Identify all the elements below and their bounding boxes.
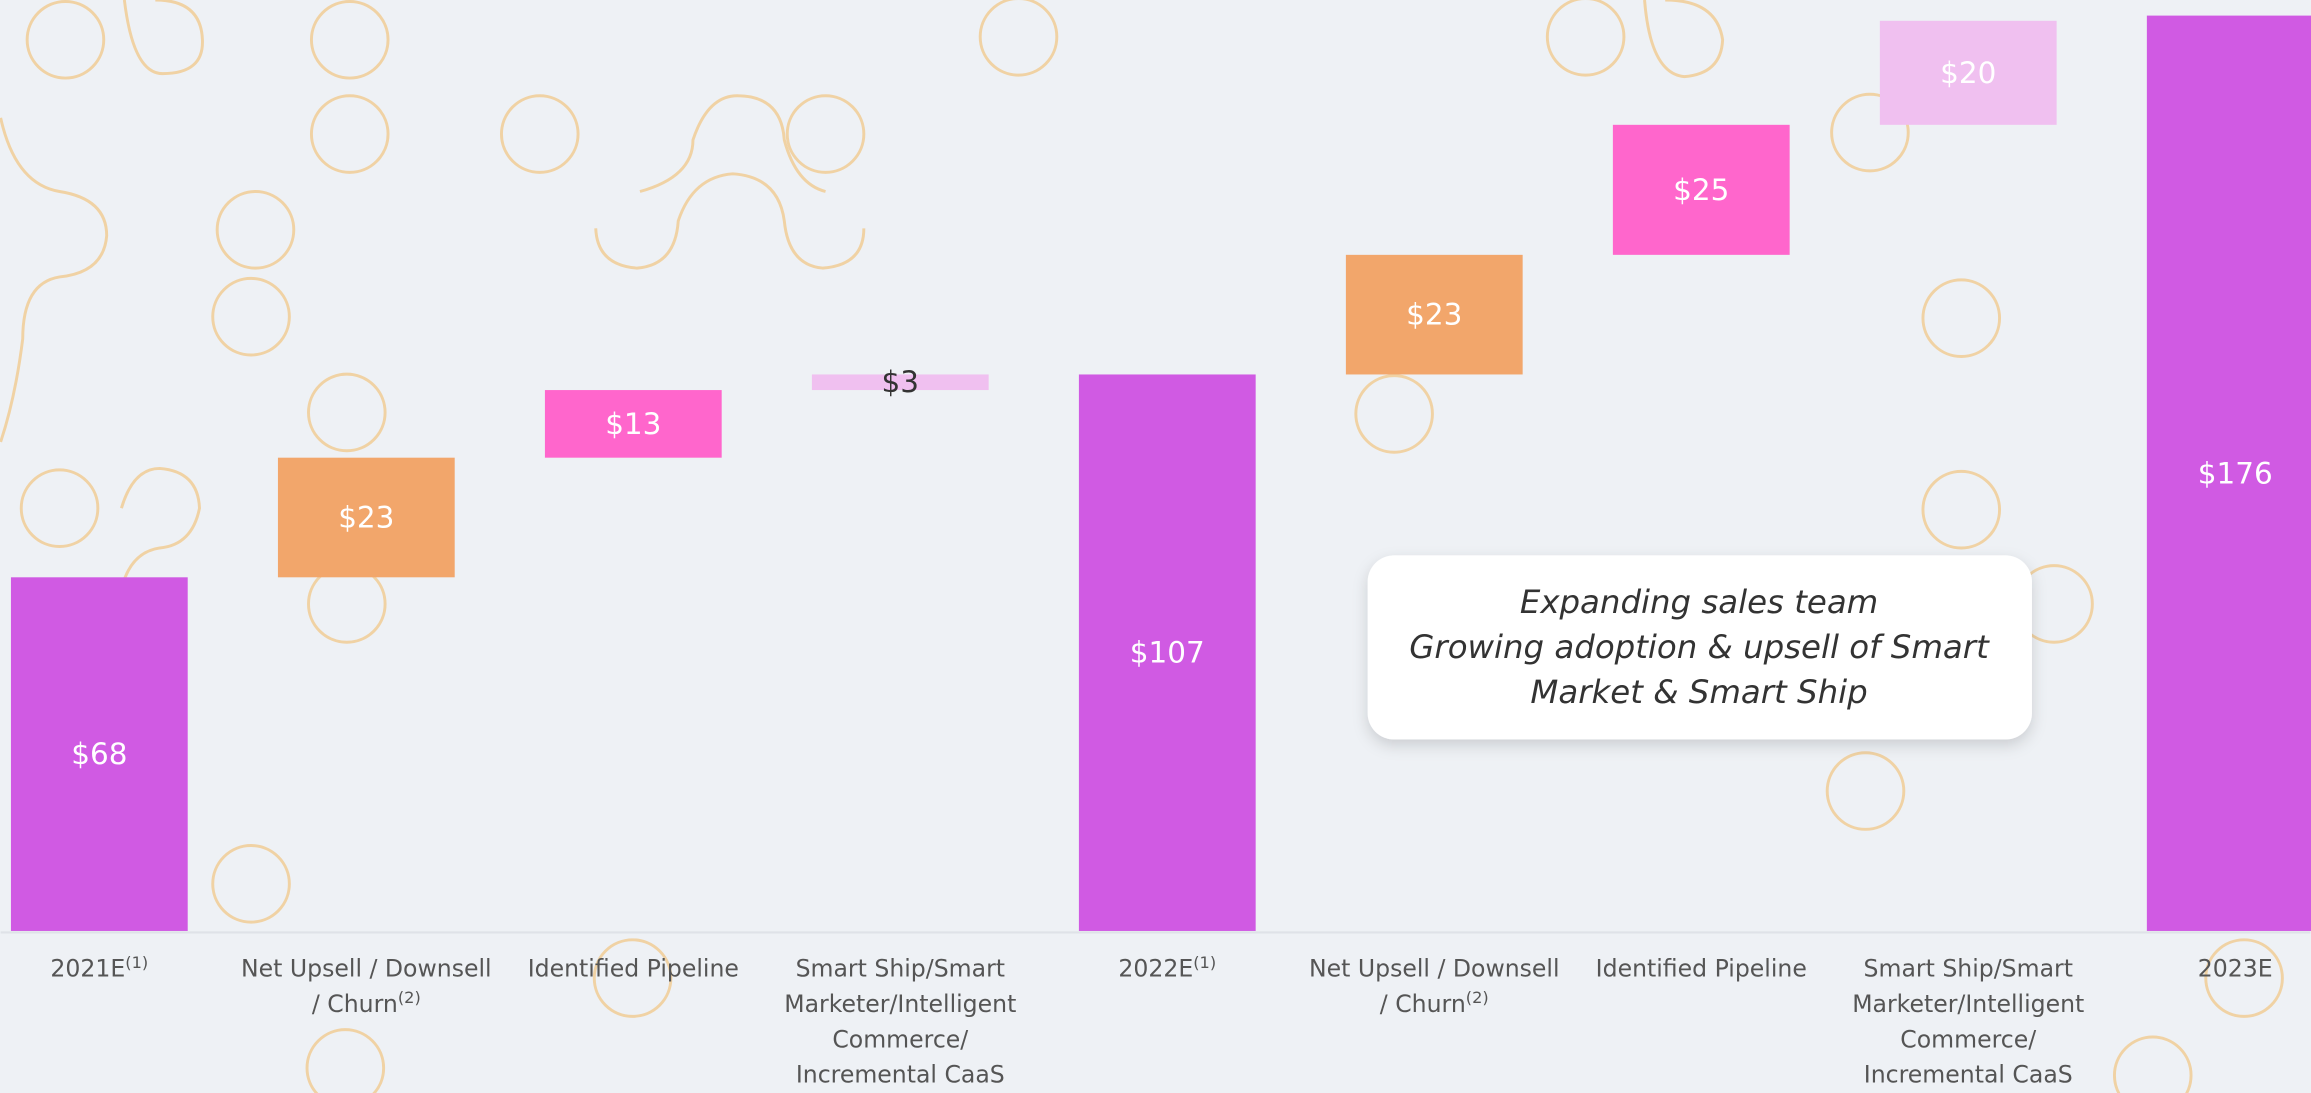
category: 2023E [2197, 954, 2273, 983]
annotation-text: Market & Smart Ship [1530, 673, 1867, 711]
category: 2022E [1118, 954, 1194, 983]
value-label: $68 [71, 737, 127, 771]
bar [1345, 254, 1523, 375]
category: 2021E [50, 954, 126, 983]
x-label-box: Smart Ship/​Smart Marketer/​Intelligent … [768, 952, 1033, 1093]
x-label-box: Smart Ship/​Smart Marketer/​Intelligent … [1836, 952, 2101, 1093]
bar [277, 457, 455, 578]
value-label: $107 [1130, 636, 1205, 670]
category: Smart Ship/​Smart Marketer/​Intelligent … [1852, 954, 2085, 1089]
footnote: (1) [1193, 953, 1217, 973]
value-label: $3 [882, 365, 919, 399]
x-label-box: 2023E [2103, 952, 2311, 987]
x-tick-label: 2023E [2103, 952, 2311, 987]
value-label: $20 [1940, 56, 1996, 90]
annotation-text: Growing adoption & upsell of Smart [1409, 628, 1990, 666]
category: Smart Ship/​Smart Marketer/​Intelligent … [784, 954, 1017, 1089]
value-label: $23 [1406, 298, 1462, 332]
x-label-box: 2022E(1) [1035, 952, 1300, 987]
x-tick-label: 2021E(1) [0, 952, 232, 987]
bar [10, 577, 188, 931]
x-tick-label: Smart Ship/​Smart Marketer/​Intelligent … [768, 952, 1033, 1093]
bar [544, 390, 722, 458]
footnote: (2) [397, 988, 421, 1008]
x-tick-label: Smart Ship/​Smart Marketer/​Intelligent … [1836, 952, 2101, 1093]
annotation-box [1367, 555, 2032, 740]
value-label: $25 [1673, 173, 1729, 207]
x-tick-label: Identified Pipeline [1569, 952, 1834, 987]
x-label-box: 2021E(1) [0, 952, 232, 987]
annotation-text: Expanding sales team [1520, 583, 1878, 621]
value-label: $23 [338, 500, 394, 534]
value-label: $176 [2198, 456, 2273, 490]
bar [2146, 15, 2311, 931]
x-label-box: Net Upsell /​ Downsell /​ Churn(2) [1302, 952, 1567, 1023]
bar [1612, 124, 1790, 255]
x-tick-label: 2022E(1) [1035, 952, 1300, 987]
bar [1078, 374, 1256, 931]
x-label-box: Net Upsell /​ Downsell /​ Churn(2) [234, 952, 499, 1023]
category: Net Upsell /​ Downsell /​ Churn [1308, 954, 1560, 1018]
bar [1879, 20, 2057, 125]
x-label-box: Identified Pipeline [501, 952, 766, 987]
footnote: (1) [125, 953, 149, 973]
bar [811, 374, 989, 391]
x-tick-label: Net Upsell /​ Downsell /​ Churn(2) [1302, 952, 1567, 1023]
x-label-box: Identified Pipeline [1569, 952, 1834, 987]
category: Identified Pipeline [527, 954, 739, 983]
x-tick-label: Identified Pipeline [501, 952, 766, 987]
footnote: (2) [1465, 988, 1489, 1008]
category: Identified Pipeline [1595, 954, 1807, 983]
category: Net Upsell /​ Downsell /​ Churn [241, 954, 492, 1018]
x-tick-label: Net Upsell /​ Downsell /​ Churn(2) [234, 952, 499, 1023]
value-label: $13 [605, 407, 661, 441]
